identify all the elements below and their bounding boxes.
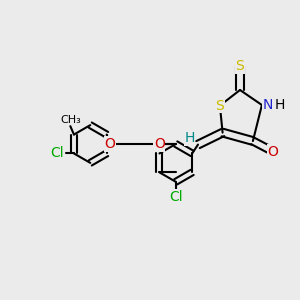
Text: O: O bbox=[154, 137, 165, 151]
Text: N: N bbox=[263, 98, 273, 112]
Text: H: H bbox=[184, 131, 195, 145]
Text: Cl: Cl bbox=[51, 146, 64, 161]
Text: H: H bbox=[275, 98, 285, 112]
Text: O: O bbox=[268, 145, 278, 158]
Text: S: S bbox=[236, 59, 244, 73]
Text: CH₃: CH₃ bbox=[60, 115, 81, 124]
Text: O: O bbox=[104, 137, 115, 151]
Text: Cl: Cl bbox=[169, 190, 183, 204]
Text: S: S bbox=[215, 99, 224, 112]
